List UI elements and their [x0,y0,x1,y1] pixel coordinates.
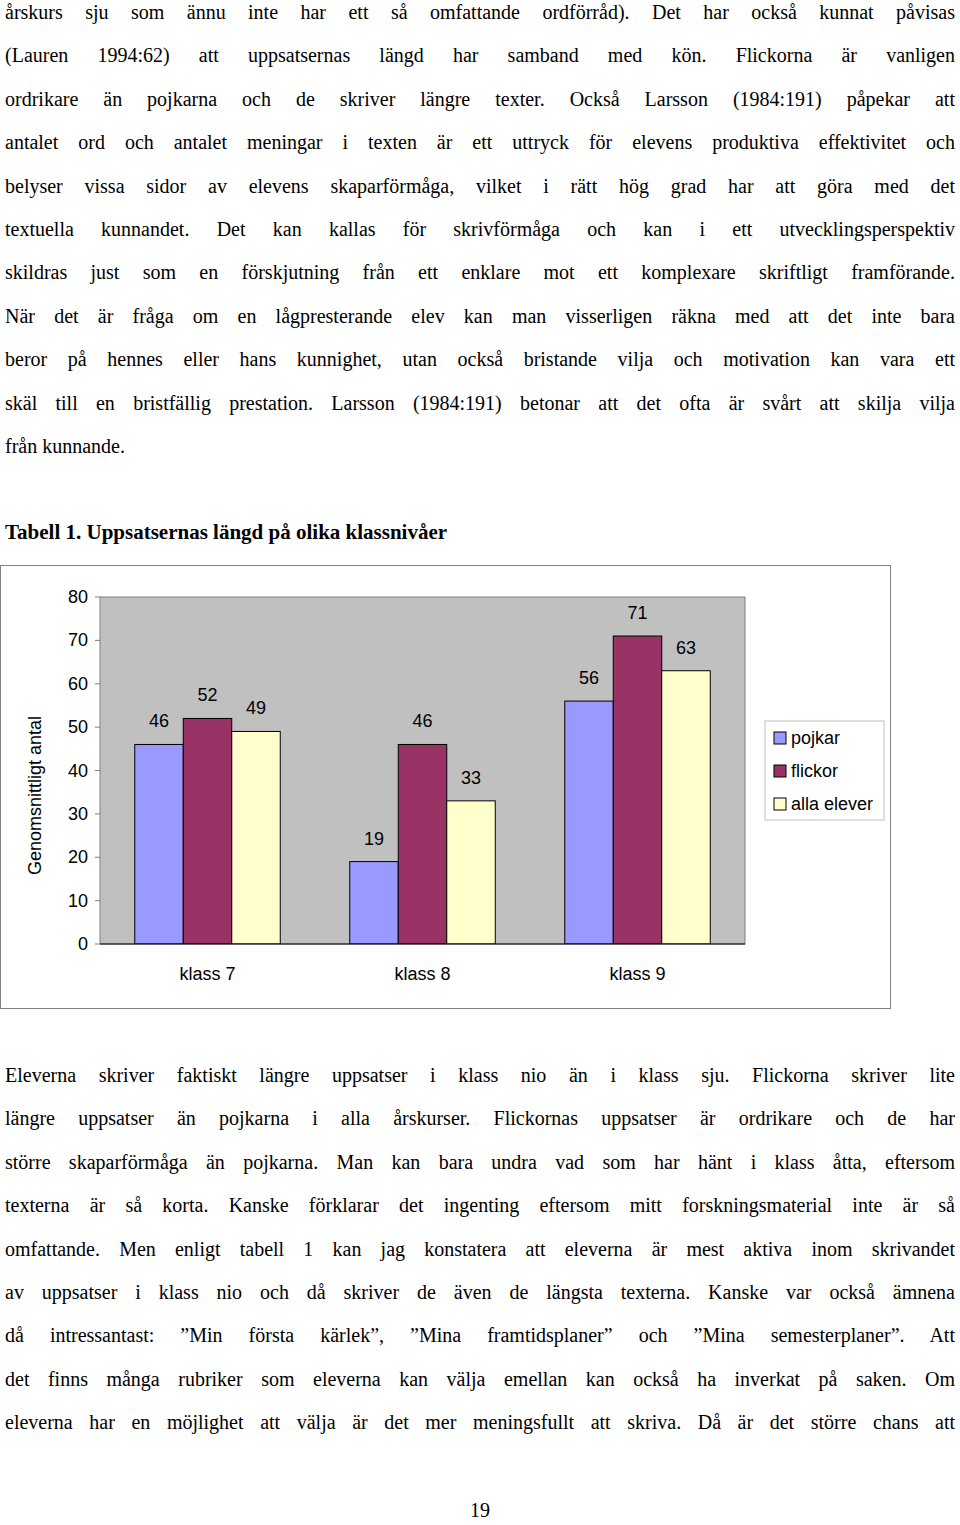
bar [350,862,399,944]
text-line: omfattande. Men enligt tabell 1 kan jag … [5,1237,955,1261]
data-labels: 46 19 56 52 46 71 49 33 63 [149,603,696,849]
y-tick [95,813,100,814]
x-tick-label: klass 8 [394,964,450,984]
text-line: ordrikare än pojkarna och de skriver län… [5,87,955,111]
y-tick [95,944,100,945]
text-line: årskurs sju som ännu inte har ett så omf… [5,0,955,24]
bar [135,744,184,944]
y-tick [95,770,100,771]
y-tick-label: 80 [68,587,88,607]
bar [183,718,232,944]
text-line: textuella kunnandet. Det kan kallas för … [5,217,955,241]
y-tick-label: 50 [68,717,88,737]
y-tick [95,597,100,598]
text-line: större skaparförmåga än pojkarna. Man ka… [5,1150,955,1174]
bar [398,744,447,944]
data-label: 46 [412,711,432,731]
y-tick [95,727,100,728]
x-tick-label: klass 7 [179,964,235,984]
y-tick-label: 10 [68,891,88,911]
y-tick-label: 20 [68,847,88,867]
data-label: 63 [676,638,696,658]
text-line: texterna är så korta. Kanske förklarar d… [5,1193,955,1217]
bar [447,801,496,944]
text-line: beror på hennes eller hans kunnighet, ut… [5,347,955,371]
text-line: antalet ord och antalet meningar i texte… [5,130,955,154]
bar [662,671,711,944]
legend-swatch [774,732,786,744]
text-line: skäl till en bristfällig prestation. Lar… [5,391,955,415]
y-tick-label: 30 [68,804,88,824]
chart-frame [1,566,891,1009]
text-line: eleverna har en möjlighet att välja är d… [5,1410,955,1434]
legend-swatch [774,798,786,810]
data-label: 33 [461,768,481,788]
text-line: då intressantast: ”Min första kärlek”, ”… [5,1323,955,1347]
data-label: 49 [246,698,266,718]
bar [613,636,662,944]
page-number: 19 [0,1498,960,1522]
plot-area [100,597,745,944]
x-axis [100,944,745,945]
legend-label: pojkar [791,728,840,748]
y-tick [95,683,100,684]
y-tick-label: 40 [68,761,88,781]
y-tick [95,900,100,901]
data-label: 71 [627,603,647,623]
data-label: 46 [149,711,169,731]
text-line: längre uppsatser än pojkarna i alla årsk… [5,1106,955,1130]
text-line: När det är fråga om en lågpresterande el… [5,304,955,328]
x-tick-label: klass 9 [609,964,665,984]
legend-box [765,721,884,820]
y-tick-label: 0 [78,934,88,954]
text-line: av uppsatser i klass nio och då skriver … [5,1280,955,1304]
text-line: Eleverna skriver faktiskt längre uppsats… [5,1063,955,1087]
text-line: det finns många rubriker som eleverna ka… [5,1367,955,1391]
legend-label: flickor [791,761,838,781]
data-label: 19 [364,829,384,849]
text-line: belyser vissa sidor av elevens skaparför… [5,174,955,198]
bar [232,731,281,944]
data-label: 52 [197,685,217,705]
y-tick [95,857,100,858]
legend-swatch [774,765,786,777]
text-line: (Lauren 1994:62) att uppsatsernas längd … [5,43,955,67]
y-tick-label: 70 [68,630,88,650]
bar [565,701,614,944]
y-axis-title: Genomsnittligt antal [25,716,45,875]
caption: Tabell 1. Uppsatsernas längd på olika kl… [5,520,447,544]
text-line: skildras just som en förskjutning från e… [5,260,955,284]
y-tick-label: 60 [68,674,88,694]
chart: 0 10 20 30 40 50 60 70 80 Genomsnittligt antal 46 1… [0,565,892,1010]
bars [135,636,711,944]
text-line: från kunnande. [5,434,955,458]
legend-label: alla elever [791,794,873,814]
y-tick [95,640,100,641]
data-label: 56 [579,668,599,688]
